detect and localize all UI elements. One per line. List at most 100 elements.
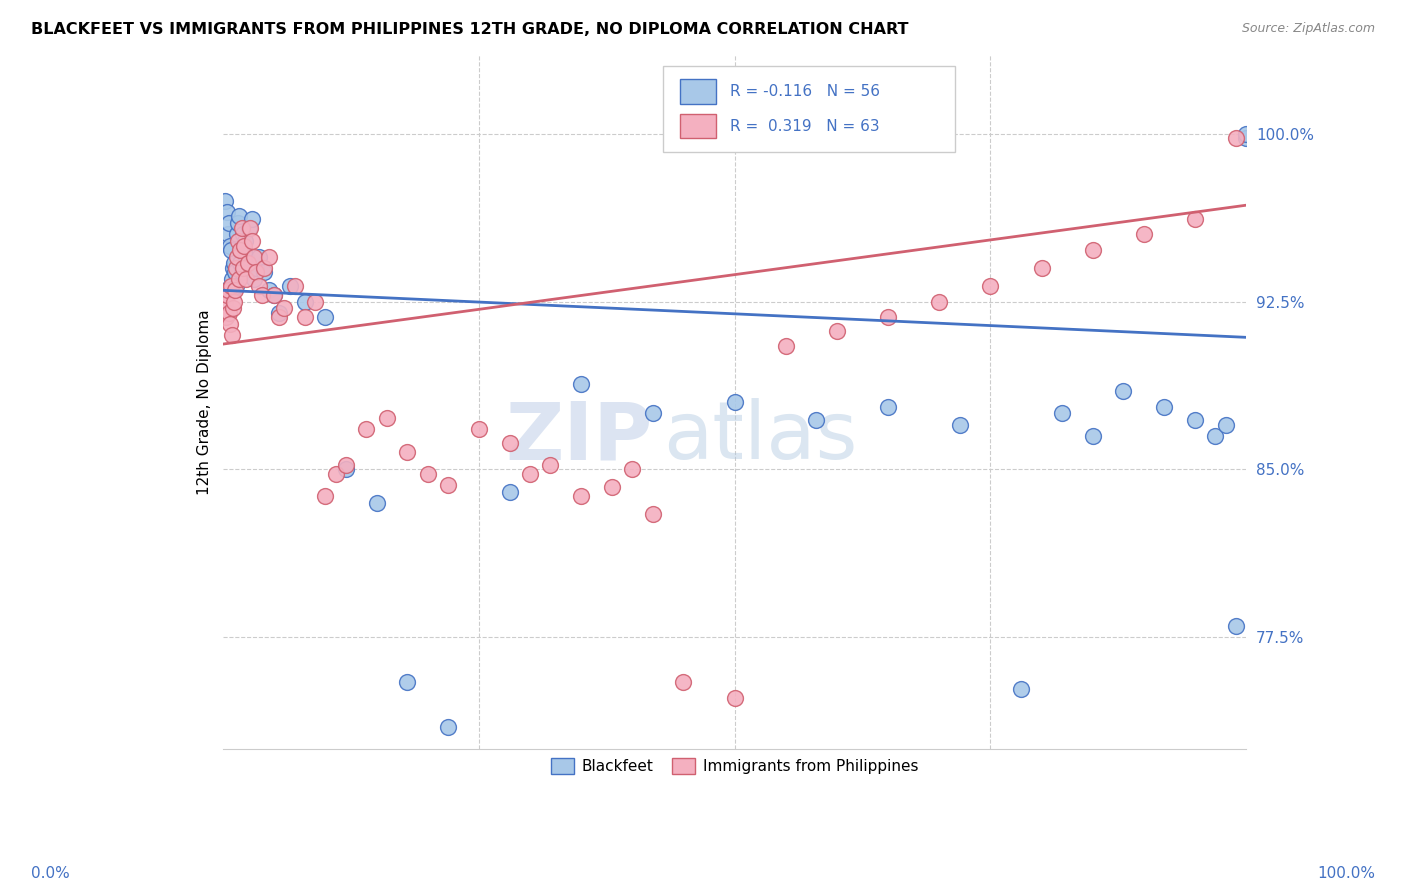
Point <box>222 283 245 297</box>
Point <box>928 294 950 309</box>
Point <box>294 294 316 309</box>
Point <box>498 484 520 499</box>
Point <box>641 508 664 522</box>
Point <box>600 480 623 494</box>
Point <box>221 272 243 286</box>
Point <box>222 260 245 275</box>
Point <box>224 294 246 309</box>
Point <box>1215 417 1237 432</box>
Point <box>314 310 336 325</box>
Point <box>242 272 264 286</box>
Point <box>335 462 357 476</box>
Bar <box>681 79 716 103</box>
Point <box>250 287 273 301</box>
Point <box>294 310 316 325</box>
Point <box>235 250 257 264</box>
Point <box>723 690 745 705</box>
Point <box>232 238 254 252</box>
Point <box>335 458 357 472</box>
Text: 0.0%: 0.0% <box>31 866 70 881</box>
Point <box>416 467 439 481</box>
Point <box>437 720 460 734</box>
Point <box>219 278 242 293</box>
Point <box>225 278 247 293</box>
Point <box>1225 619 1247 633</box>
Point <box>1133 227 1156 242</box>
Point <box>226 227 249 242</box>
Point <box>238 220 260 235</box>
Legend: Blackfeet, Immigrants from Philippines: Blackfeet, Immigrants from Philippines <box>546 752 924 780</box>
Point <box>218 306 240 320</box>
Bar <box>681 114 716 138</box>
Point <box>1184 211 1206 226</box>
Point <box>228 272 250 286</box>
Point <box>1225 131 1247 145</box>
Point <box>240 234 263 248</box>
Point <box>224 265 246 279</box>
Point <box>217 283 239 297</box>
Point <box>877 310 900 325</box>
Text: 100.0%: 100.0% <box>1317 866 1375 881</box>
Point <box>269 310 291 325</box>
Point <box>1112 384 1135 398</box>
Point <box>214 194 236 208</box>
Point <box>228 234 250 248</box>
Point <box>224 256 246 270</box>
Point <box>723 395 745 409</box>
Point <box>228 210 250 224</box>
Text: Source: ZipAtlas.com: Source: ZipAtlas.com <box>1241 22 1375 36</box>
Point <box>257 283 280 297</box>
Point <box>215 283 238 297</box>
Point <box>304 294 326 309</box>
Point <box>278 278 301 293</box>
Point <box>877 400 900 414</box>
Point <box>226 250 249 264</box>
Point <box>229 256 252 270</box>
Point <box>375 411 398 425</box>
Point <box>231 220 253 235</box>
Point <box>325 467 347 481</box>
Point <box>221 328 243 343</box>
Point <box>219 317 242 331</box>
Point <box>245 260 267 275</box>
Point <box>1010 681 1032 696</box>
Point <box>228 216 250 230</box>
Point <box>641 407 664 421</box>
Point <box>1050 407 1073 421</box>
Y-axis label: 12th Grade, No Diploma: 12th Grade, No Diploma <box>197 310 212 495</box>
Point <box>247 278 270 293</box>
Point <box>239 220 262 235</box>
Point <box>217 287 239 301</box>
Point <box>569 489 592 503</box>
Text: atlas: atlas <box>664 398 858 476</box>
Point <box>1081 429 1104 443</box>
Point <box>242 250 264 264</box>
Point <box>437 478 460 492</box>
Point <box>569 377 592 392</box>
Point <box>540 458 562 472</box>
Point <box>236 256 259 270</box>
Point <box>218 216 240 230</box>
Text: ZIP: ZIP <box>506 398 652 476</box>
Point <box>1234 131 1257 145</box>
Point <box>1153 400 1175 414</box>
Point <box>1081 243 1104 257</box>
Point <box>219 243 242 257</box>
Point <box>219 238 242 252</box>
Point <box>366 496 388 510</box>
Point <box>949 417 972 432</box>
Point <box>247 250 270 264</box>
Point <box>979 278 1001 293</box>
Point <box>263 287 285 301</box>
Text: BLACKFEET VS IMMIGRANTS FROM PHILIPPINES 12TH GRADE, NO DIPLOMA CORRELATION CHAR: BLACKFEET VS IMMIGRANTS FROM PHILIPPINES… <box>31 22 908 37</box>
Point <box>257 250 280 264</box>
Point <box>214 294 236 309</box>
Point <box>235 272 257 286</box>
Point <box>233 234 256 248</box>
Point <box>314 489 336 503</box>
Point <box>231 265 253 279</box>
Point <box>519 467 541 481</box>
Text: R = -0.116   N = 56: R = -0.116 N = 56 <box>730 85 880 99</box>
Point <box>222 301 245 316</box>
Point <box>215 310 238 325</box>
